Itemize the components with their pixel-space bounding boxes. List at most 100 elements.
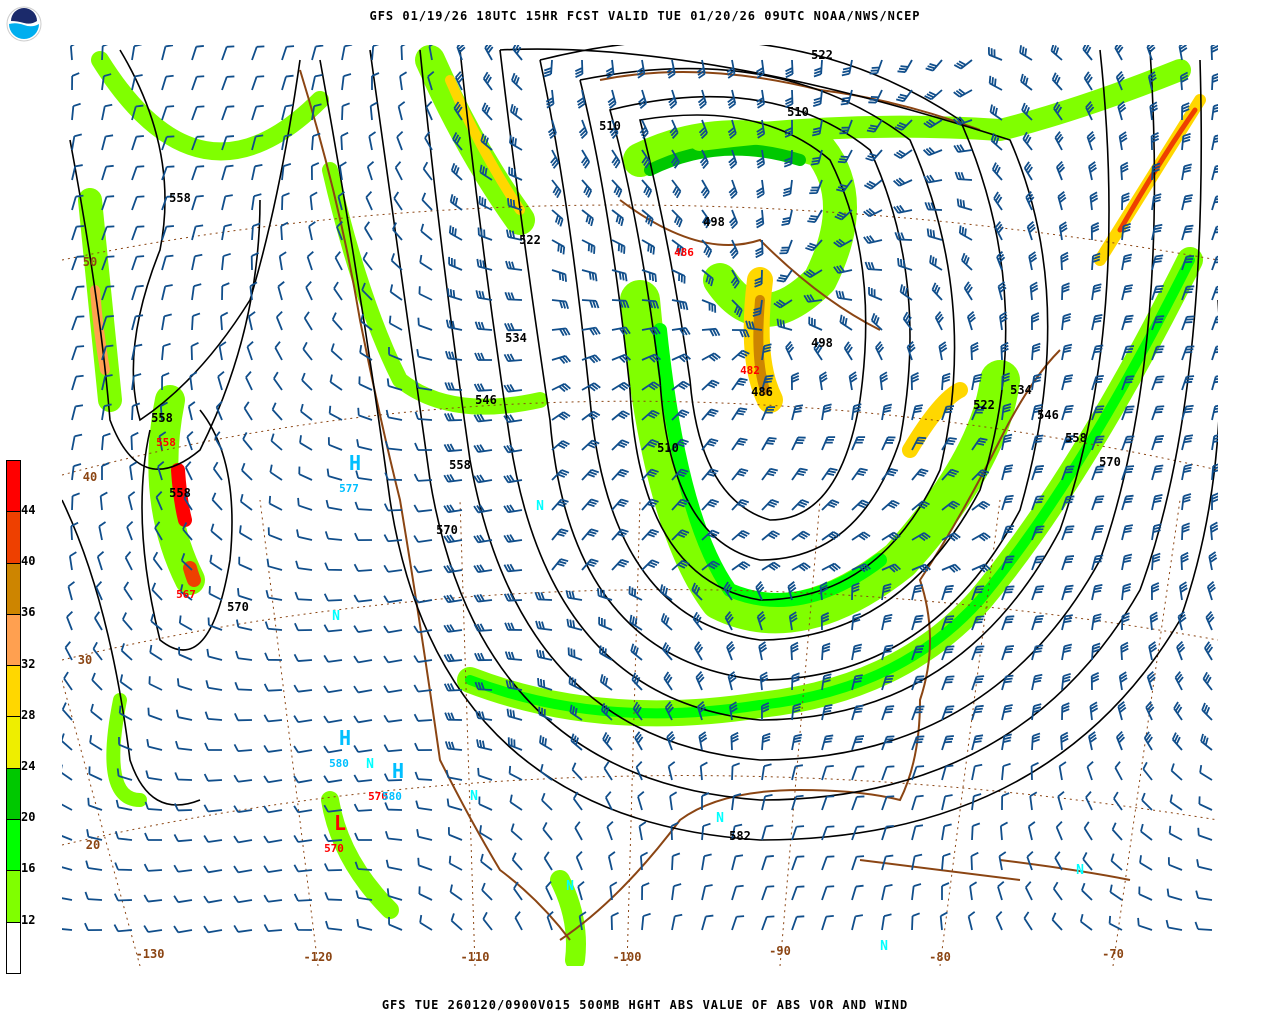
wind-barb (233, 743, 253, 753)
wind-barb (161, 135, 175, 151)
wind-barb (536, 649, 553, 661)
wind-barb (1121, 583, 1132, 601)
wind-barb (611, 528, 629, 541)
wind-barb (294, 922, 313, 931)
wind-barb (671, 529, 690, 541)
wind-barb (448, 225, 463, 241)
wind-barb (1001, 674, 1014, 691)
wind-barb (1201, 702, 1213, 721)
wind-barb (221, 105, 235, 121)
wind-barb (1121, 465, 1135, 481)
wind-barb (971, 822, 981, 841)
height-contour-label: 558 (1065, 431, 1087, 445)
wind-barb (443, 683, 463, 692)
wind-barb (510, 823, 523, 841)
wind-barb (581, 498, 599, 511)
wind-barb (443, 653, 463, 663)
wind-barb (727, 119, 737, 139)
wind-barb (906, 340, 916, 361)
wind-barb (611, 439, 630, 451)
wind-barb (371, 72, 380, 91)
wind-barb (419, 914, 433, 931)
wind-barb (865, 149, 883, 162)
wind-barb (1057, 191, 1067, 211)
wind-barb (1181, 285, 1195, 301)
wind-barb (150, 613, 163, 631)
wind-barb (1082, 45, 1093, 61)
wind-barb (1118, 671, 1128, 691)
wind-barb (611, 269, 628, 282)
wind-barb (851, 643, 863, 661)
wind-barb (383, 685, 403, 694)
wind-barb (641, 882, 650, 901)
wind-barb (473, 444, 493, 453)
wind-barb (1061, 702, 1070, 721)
wind-barb (267, 527, 283, 541)
wind-barb (971, 704, 984, 721)
wind-barb (204, 711, 223, 721)
wind-barb (881, 468, 899, 481)
wind-barb (610, 911, 619, 931)
wind-barb (776, 318, 793, 331)
wind-barb (309, 191, 318, 211)
wind-barb (71, 255, 85, 271)
wind-barb (922, 146, 943, 157)
wind-barb (311, 45, 324, 61)
height-contour-label: 546 (1037, 408, 1059, 422)
wind-barb (114, 830, 133, 841)
wind-barb (476, 258, 493, 271)
wind-barb (385, 859, 403, 871)
wind-barb (503, 593, 523, 602)
wind-barb (173, 834, 193, 843)
wind-barb (1031, 703, 1042, 721)
wind-barb (203, 865, 223, 874)
wind-barb (971, 585, 985, 601)
wind-barb (131, 45, 142, 61)
wind-barb (911, 912, 920, 931)
wind-barb (445, 350, 463, 361)
wind-barb (443, 412, 463, 422)
wind-barb (1061, 313, 1072, 331)
wind-barb (731, 468, 749, 481)
wind-barb (482, 911, 493, 931)
wind-barb (98, 521, 107, 541)
wind-barb (671, 269, 686, 284)
wind-barb (296, 529, 313, 541)
wind-barb (574, 821, 583, 841)
wind-barb (851, 914, 864, 931)
wind-barb (124, 551, 133, 571)
wind-barb (151, 582, 163, 601)
wind-barb (161, 313, 172, 331)
wind-barb (191, 165, 205, 181)
wind-barb (1091, 613, 1102, 631)
wind-barb (761, 436, 777, 451)
wind-barb (551, 299, 570, 310)
wind-barb (323, 624, 343, 633)
wind-barb (101, 195, 115, 211)
wind-barb (659, 584, 673, 601)
wind-barb (354, 832, 373, 841)
wind-barb (71, 225, 85, 241)
wind-barb (161, 372, 170, 391)
wind-barb (671, 559, 690, 571)
wind-barb (818, 371, 828, 391)
wind-barb (697, 89, 707, 109)
wind-barb (851, 467, 868, 481)
wind-barb (668, 89, 678, 110)
wind-barb (233, 774, 253, 783)
wind-barb (263, 865, 283, 874)
wind-barb (503, 474, 523, 484)
wind-barb (443, 594, 463, 604)
wind-barb (611, 326, 631, 336)
wind-barb (632, 701, 643, 721)
wind-barb (354, 501, 373, 511)
wind-barb (295, 560, 313, 571)
longitude-label: -130 (136, 947, 165, 961)
north-marker: N (716, 811, 724, 826)
wind-barb (1178, 45, 1188, 61)
wind-barb (191, 105, 205, 121)
wind-barb (293, 653, 313, 662)
wind-barb (701, 498, 719, 511)
wind-barb (355, 470, 373, 481)
wind-barb (71, 463, 82, 481)
